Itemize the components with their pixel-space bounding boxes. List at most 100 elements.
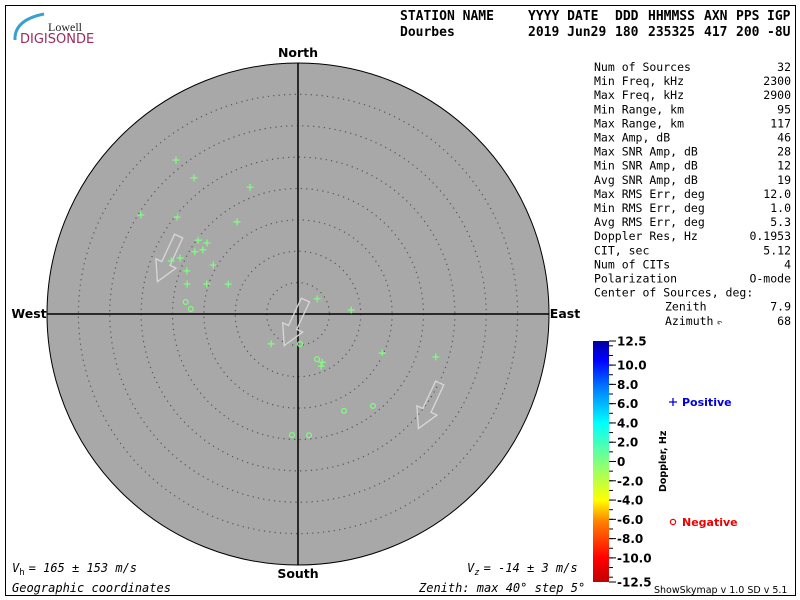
stat-value: 117 <box>770 116 791 130</box>
source-point-negative <box>187 305 194 312</box>
stat-label: Min Range, km <box>594 102 684 116</box>
compass-south: South <box>277 566 318 581</box>
stat-row: Max Freq, kHz 2900 <box>594 88 791 102</box>
stat-value: 19 <box>777 173 791 187</box>
source-point-negative <box>296 341 303 348</box>
header: STATION NAME YYYY DATE DDD HHMMSS AXN PP… <box>400 9 791 40</box>
stat-label: Avg SNR Amp, dB <box>594 173 698 187</box>
stat-value: O-mode <box>749 272 791 286</box>
source-point-negative <box>341 407 348 414</box>
stat-value: 68 <box>777 314 791 328</box>
stat-label: Max Amp, dB <box>594 131 670 145</box>
stat-label: Zenith <box>665 300 707 314</box>
colorbar-tick-label: -10.0 <box>617 551 652 565</box>
stat-value: 1.0 <box>770 201 791 215</box>
colorbar-tick-label: 12.5 <box>617 335 647 349</box>
colorbar-tick-label: 0 <box>617 455 625 469</box>
logo-line1: Lowell <box>48 20 83 34</box>
source-point-positive <box>233 218 241 226</box>
stat-row: Max SNR Amp, dB 28 <box>594 145 791 159</box>
source-point-positive <box>432 353 440 361</box>
stat-value: 12 <box>777 159 791 173</box>
source-point-positive <box>190 174 198 182</box>
stat-row: Azimuth 68 <box>665 314 791 328</box>
stat-value: 95 <box>777 102 791 116</box>
stat-row: Max Amp, dB 46 <box>594 131 791 145</box>
stat-label: Max Freq, kHz <box>594 88 684 102</box>
stat-value: 2900 <box>763 88 791 102</box>
digisonde-logo: Lowell DIGISONDE <box>13 12 94 47</box>
colorbar-tick-label: 6.0 <box>617 397 638 411</box>
horizontal-velocity: Vh = 165 ± 153 m/s <box>12 561 137 578</box>
colorbar-tick-label: 2.0 <box>617 436 638 450</box>
source-point-positive <box>183 280 191 288</box>
velocity-arrow <box>416 380 445 430</box>
colorbar-tick-label: 8.0 <box>617 378 638 392</box>
colorbar-tick-label: 4.0 <box>617 416 638 430</box>
source-point-negative <box>314 356 321 363</box>
source-points <box>137 156 440 439</box>
stat-row: Max RMS Err, deg 12.0 <box>594 187 791 201</box>
stat-label: Center of Sources, deg: <box>594 286 753 300</box>
legend-negative: Negative <box>682 516 738 529</box>
header-labels: STATION NAME YYYY DATE DDD HHMMSS AXN PP… <box>400 9 791 24</box>
stat-label: Num of Sources <box>594 60 691 74</box>
source-point-positive <box>167 257 175 265</box>
logo-line2: DIGISONDE <box>20 32 94 47</box>
source-point-positive <box>203 239 211 247</box>
source-point-negative <box>182 298 189 305</box>
doppler-colorbar: 12.5 10.0 8.0 6.0 4.0 2.0 0 -2.0 -4.0 -6.0 -8.0 -10… <box>593 335 669 590</box>
source-point-positive <box>194 236 202 244</box>
stat-row: Num of Sources 32 <box>594 60 791 74</box>
source-point-positive <box>173 213 181 221</box>
colorbar-tick-label: -6.0 <box>617 513 643 527</box>
stat-label: Max Range, km <box>594 116 684 130</box>
source-point-positive <box>199 246 207 254</box>
stat-label: Min SNR Amp, dB <box>594 159 698 173</box>
stat-label: Num of CITs <box>594 257 670 271</box>
zenith-info: Zenith: max 40° step 5° <box>418 581 585 595</box>
azimuth-direction-icon <box>717 320 723 325</box>
source-point-negative <box>306 432 313 439</box>
stat-label: Azimuth <box>665 314 713 328</box>
stat-row: Min Range, km 95 <box>594 102 791 116</box>
stat-row: Num of CITs 4 <box>594 257 791 271</box>
stat-value: 7.9 <box>770 300 791 314</box>
source-point-positive <box>317 362 325 370</box>
stat-row: Min SNR Amp, dB 12 <box>594 159 791 173</box>
velocity-arrow <box>155 233 184 283</box>
velocity-arrows <box>155 233 445 430</box>
legend: Positive Negative <box>669 396 738 529</box>
source-point-positive <box>209 261 217 269</box>
colorbar-tick-label: 10.0 <box>617 359 647 373</box>
stat-row: Doppler Res, Hz 0.1953 <box>594 229 791 243</box>
source-point-positive <box>267 340 275 348</box>
colorbar-tick-label: -4.0 <box>617 494 643 508</box>
stat-label: Min Freq, kHz <box>594 74 684 88</box>
colorbar-label: Doppler, Hz <box>658 430 669 492</box>
stat-row: Avg RMS Err, deg 5.3 <box>594 215 791 229</box>
stat-row: Avg SNR Amp, dB 19 <box>594 173 791 187</box>
legend-positive: Positive <box>682 396 732 409</box>
source-point-positive <box>313 295 321 303</box>
footer: Vh = 165 ± 153 m/s Vz = -14 ± 3 m/s Geogra… <box>12 561 787 596</box>
stat-row: Max Range, km 117 <box>594 116 791 130</box>
colorbar-gradient <box>593 341 609 582</box>
source-point-positive <box>318 358 326 366</box>
source-point-positive <box>378 349 386 357</box>
header-values: Dourbes 2019 Jun29 180 235325 417 200 -8… <box>400 25 791 40</box>
source-point-negative <box>369 402 376 409</box>
source-point-positive <box>172 156 180 164</box>
skymap-plot: North South East West <box>11 45 580 581</box>
source-point-positive <box>176 254 184 262</box>
source-point-negative <box>289 431 296 438</box>
stat-value: 46 <box>777 131 791 145</box>
compass-west: West <box>11 306 46 321</box>
stat-row: Center of Sources, deg: <box>594 286 753 300</box>
stat-value: 2300 <box>763 74 791 88</box>
colorbar-tick-label: -8.0 <box>617 532 643 546</box>
source-point-positive <box>183 267 191 275</box>
stat-value: 28 <box>777 145 791 159</box>
stat-label: Avg RMS Err, deg <box>594 215 705 229</box>
stat-value: 5.12 <box>763 243 791 257</box>
